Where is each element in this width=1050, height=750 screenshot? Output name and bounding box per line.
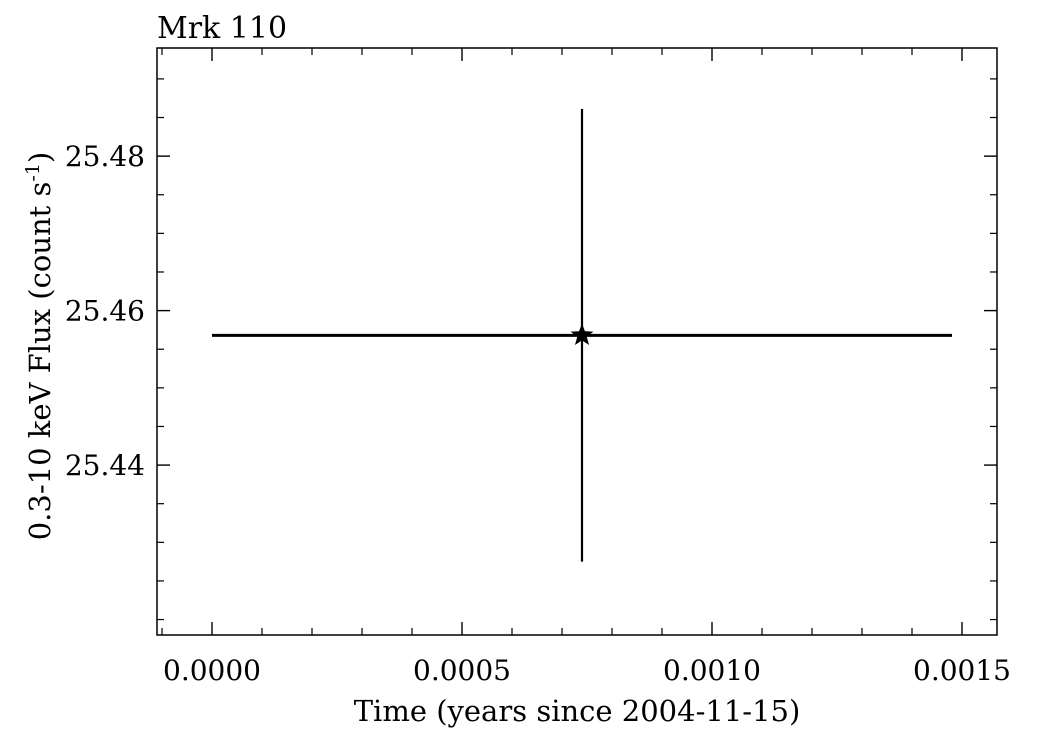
x-tick-label: 0.0005 (413, 654, 511, 687)
plot-frame (156, 47, 998, 636)
y-tick-label: 25.46 (65, 295, 145, 328)
x-tick-label: 0.0015 (913, 654, 1011, 687)
y-tick-label: 25.44 (65, 449, 145, 482)
data-point-star (570, 323, 594, 346)
x-tick-label: 0.0000 (163, 654, 261, 687)
y-axis-title-close: ) (23, 152, 57, 163)
x-tick-label: 0.0010 (663, 654, 761, 687)
data-layer (212, 109, 952, 562)
y-tick-label: 25.48 (65, 140, 145, 173)
chart-title: Mrk 110 (157, 11, 287, 46)
y-axis-title-superscript: -1 (22, 163, 44, 182)
x-axis-title: Time (years since 2004-11-15) (354, 694, 801, 728)
y-axis-title-main: 0.3-10 keV Flux (count s (23, 182, 57, 541)
tick-labels: 0.0000 0.0005 0.0010 0.0015 25.44 25.46 25.48 (65, 140, 1011, 687)
y-axis-title: 0.3-10 keV Flux (count s-1) (22, 152, 57, 541)
ticks (157, 48, 997, 635)
